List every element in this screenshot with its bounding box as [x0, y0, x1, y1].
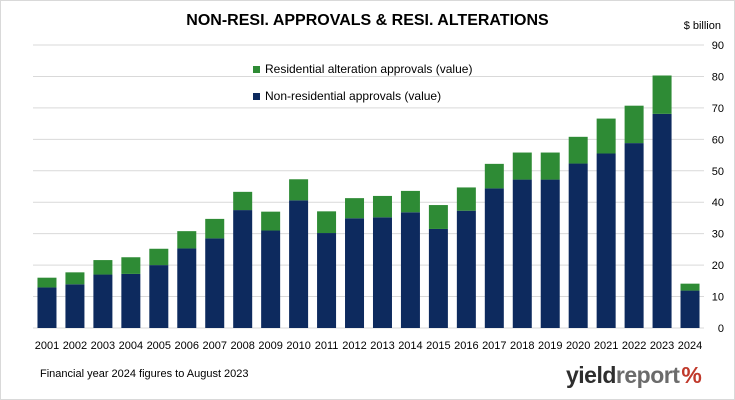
y-axis-unit-label: $ billion — [683, 20, 721, 32]
bar-alterations — [624, 105, 644, 144]
legend-label-alterations: Residential alteration approvals (value) — [265, 62, 473, 76]
y-tick-label: 10 — [712, 292, 724, 304]
bar-alterations — [205, 218, 225, 239]
bar-nonresidential — [205, 238, 225, 328]
bar-alterations — [680, 283, 700, 291]
bar-nonresidential — [149, 265, 169, 328]
bar-alterations — [568, 136, 588, 164]
y-tick-label: 0 — [718, 323, 724, 335]
bar-nonresidential — [372, 217, 392, 328]
x-tick-label: 2017 — [482, 340, 506, 352]
x-tick-label: 2003 — [91, 340, 115, 352]
y-tick-label: 50 — [712, 166, 724, 178]
bar-nonresidential — [456, 210, 476, 328]
x-tick-label: 2013 — [370, 340, 394, 352]
bar-nonresidential — [540, 179, 560, 328]
y-tick-label: 30 — [712, 229, 724, 241]
y-tick-label: 20 — [712, 260, 724, 272]
bar-alterations — [372, 195, 392, 218]
bar-nonresidential — [596, 153, 616, 328]
y-tick-label: 60 — [712, 134, 724, 146]
x-tick-label: 2016 — [454, 340, 478, 352]
y-tick-label: 90 — [712, 40, 724, 52]
bar-alterations — [456, 187, 476, 211]
bar-alterations — [65, 272, 85, 285]
bar-nonresidential — [289, 200, 309, 328]
y-tick-label: 80 — [712, 71, 724, 83]
x-tick-label: 2020 — [566, 340, 590, 352]
bar-nonresidential — [261, 230, 281, 328]
bar-nonresidential — [233, 210, 253, 328]
chart-title: NON-RESI. APPROVALS & RESI. ALTERATIONS — [186, 12, 549, 29]
bar-alterations — [317, 211, 337, 234]
bar-nonresidential — [428, 228, 448, 328]
x-tick-label: 2007 — [202, 340, 226, 352]
bar-alterations — [93, 260, 113, 275]
x-tick-label: 2010 — [286, 340, 310, 352]
bar-alterations — [177, 231, 197, 249]
bar-nonresidential — [93, 274, 113, 328]
bar-alterations — [345, 198, 365, 219]
bar-alterations — [400, 190, 420, 213]
bar-alterations — [149, 248, 169, 266]
bar-nonresidential — [484, 188, 504, 328]
bar-nonresidential — [345, 218, 365, 328]
bar-nonresidential — [65, 284, 85, 328]
x-tick-label: 2022 — [622, 340, 646, 352]
x-tick-label: 2018 — [510, 340, 534, 352]
x-tick-label: 2015 — [426, 340, 450, 352]
bar-nonresidential — [317, 233, 337, 328]
x-tick-label: 2019 — [538, 340, 562, 352]
bar-alterations — [37, 277, 57, 288]
legend-swatch-alterations — [253, 66, 260, 73]
bar-alterations — [652, 75, 672, 114]
x-tick-label: 2002 — [63, 340, 87, 352]
x-tick-label: 2012 — [342, 340, 366, 352]
bar-nonresidential — [680, 290, 700, 328]
bar-nonresidential — [177, 248, 197, 328]
footnote: Financial year 2024 figures to August 20… — [40, 368, 249, 380]
bar-nonresidential — [121, 273, 141, 328]
logo-text-report: report — [615, 362, 680, 388]
bar-alterations — [121, 257, 141, 274]
y-tick-label: 70 — [712, 103, 724, 115]
x-tick-label: 2011 — [315, 340, 339, 352]
legend-swatch-nonresidential — [253, 93, 260, 100]
x-tick-label: 2009 — [258, 340, 282, 352]
x-tick-label: 2023 — [650, 340, 674, 352]
bar-alterations — [484, 163, 504, 189]
x-tick-label: 2021 — [594, 340, 618, 352]
bar-alterations — [512, 152, 532, 180]
x-tick-label: 2024 — [678, 340, 702, 352]
logo-text-yield: yield — [566, 362, 616, 388]
x-tick-label: 2001 — [35, 340, 59, 352]
bar-nonresidential — [512, 179, 532, 328]
x-tick-label: 2006 — [175, 340, 199, 352]
bar-alterations — [289, 179, 309, 201]
bar-nonresidential — [624, 143, 644, 328]
bar-alterations — [233, 191, 253, 211]
x-tick-label: 2004 — [119, 340, 143, 352]
bar-nonresidential — [652, 113, 672, 328]
bar-nonresidential — [37, 287, 57, 328]
x-tick-label: 2008 — [230, 340, 254, 352]
legend-label-nonresidential: Non-residential approvals (value) — [265, 89, 442, 103]
bar-alterations — [261, 211, 281, 231]
logo-percent-symbol: % — [681, 362, 702, 388]
bar-alterations — [540, 152, 560, 180]
bar-alterations — [596, 118, 616, 154]
bar-nonresidential — [568, 163, 588, 328]
bar-nonresidential — [400, 212, 420, 328]
x-tick-label: 2005 — [147, 340, 171, 352]
yieldreport-logo: yieldreport% — [566, 362, 702, 389]
bar-alterations — [428, 205, 448, 229]
y-tick-label: 40 — [712, 197, 724, 209]
x-tick-label: 2014 — [398, 340, 422, 352]
